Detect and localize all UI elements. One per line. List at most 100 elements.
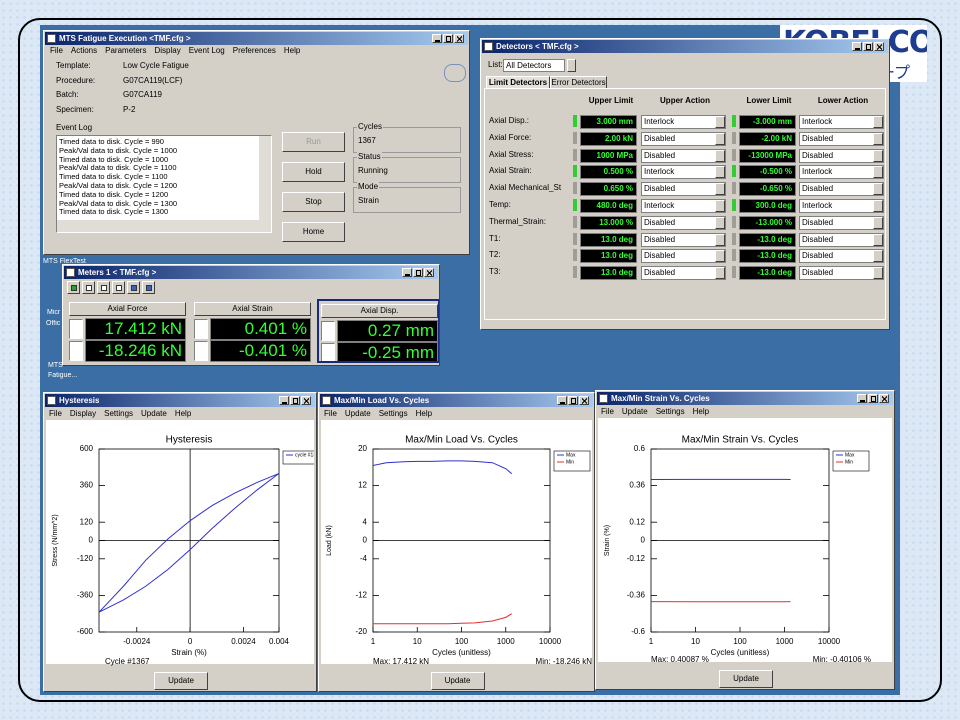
dropdown-arrow[interactable]: [715, 200, 725, 212]
menu-item[interactable]: Help: [283, 46, 301, 55]
action-dropdown[interactable]: Disabled: [799, 182, 884, 197]
dropdown-arrow[interactable]: [873, 132, 883, 145]
dropdown-arrow[interactable]: [715, 216, 725, 229]
dropdown-arrow[interactable]: [715, 183, 725, 196]
window-close-button[interactable]: [879, 394, 889, 403]
menu-item[interactable]: Help: [415, 409, 433, 418]
menu-item[interactable]: Settings: [104, 409, 134, 418]
window-min-button[interactable]: [852, 42, 862, 51]
toolbar-button[interactable]: [97, 281, 110, 294]
update-button[interactable]: Update: [154, 672, 208, 690]
menu-item[interactable]: Help: [692, 407, 710, 416]
window-close-button[interactable]: [301, 396, 311, 405]
x-tick-label: 0.004: [269, 637, 290, 646]
window-min-button[interactable]: [432, 34, 442, 43]
button[interactable]: Home: [282, 222, 345, 242]
dropdown-arrow[interactable]: [873, 183, 883, 196]
window-max-button[interactable]: [290, 396, 300, 405]
menu-item[interactable]: Actions: [70, 46, 98, 55]
window-min-button[interactable]: [557, 396, 567, 405]
window-close-button[interactable]: [874, 42, 884, 51]
window-max-button[interactable]: [443, 34, 453, 43]
action-dropdown[interactable]: Disabled: [641, 182, 726, 197]
window-min-button[interactable]: [857, 394, 867, 403]
menu-item[interactable]: Update: [141, 409, 167, 418]
toolbar-button[interactable]: [127, 281, 140, 294]
indicator: [573, 232, 577, 245]
action-dropdown[interactable]: Disabled: [799, 131, 884, 146]
dropdown-arrow[interactable]: [715, 267, 725, 280]
window-close-button[interactable]: [454, 34, 464, 43]
list-dropdown[interactable]: All Detectors: [503, 59, 565, 72]
action-dropdown[interactable]: Interlock: [641, 115, 726, 129]
action-dropdown[interactable]: Interlock: [799, 199, 884, 213]
update-button[interactable]: Update: [719, 670, 773, 688]
window-close-button[interactable]: [424, 268, 434, 277]
button[interactable]: Hold: [282, 162, 345, 182]
meter-header[interactable]: Axial Strain: [194, 302, 311, 316]
desktop-icon-label: Offic: [46, 320, 61, 327]
dropdown-arrow[interactable]: [873, 216, 883, 229]
toolbar-button[interactable]: [142, 281, 155, 294]
menu-item[interactable]: File: [324, 409, 337, 418]
window-max-button[interactable]: [413, 268, 423, 277]
dropdown-arrow[interactable]: [715, 116, 725, 128]
action-dropdown[interactable]: Disabled: [641, 215, 726, 230]
dropdown-arrow[interactable]: [873, 267, 883, 280]
dropdown-arrow[interactable]: [873, 233, 883, 246]
window-close-button[interactable]: [579, 396, 589, 405]
update-button[interactable]: Update: [430, 672, 485, 690]
toolbar-button[interactable]: [112, 281, 125, 294]
spin-button[interactable]: [567, 59, 576, 72]
menu-item[interactable]: Update: [344, 409, 371, 418]
action-dropdown[interactable]: Disabled: [799, 232, 884, 247]
menu-item[interactable]: File: [49, 409, 62, 418]
action-dropdown[interactable]: Interlock: [641, 165, 726, 180]
action-dropdown[interactable]: Disabled: [641, 232, 726, 247]
dropdown-arrow[interactable]: [873, 200, 883, 212]
action-dropdown[interactable]: Disabled: [799, 215, 884, 230]
toolbar-button[interactable]: [82, 281, 95, 294]
meter-header[interactable]: Axial Force: [69, 302, 186, 316]
dropdown-arrow[interactable]: [873, 250, 883, 263]
toolbar-button[interactable]: [67, 281, 80, 294]
window-max-button[interactable]: [568, 396, 578, 405]
menu-item[interactable]: Display: [69, 409, 97, 418]
menu-item[interactable]: Parameters: [105, 46, 147, 55]
menu-item[interactable]: File: [601, 407, 614, 416]
window-min-button[interactable]: [402, 268, 412, 277]
dropdown-arrow[interactable]: [715, 250, 725, 263]
meter-header[interactable]: Axial Disp.: [321, 304, 438, 318]
menu-item[interactable]: File: [50, 46, 63, 55]
dropdown-arrow[interactable]: [715, 149, 725, 162]
dropdown-arrow[interactable]: [715, 132, 725, 145]
window-max-button[interactable]: [868, 394, 878, 403]
action-dropdown[interactable]: Interlock: [799, 115, 884, 129]
y-axis-label: Load (kN): [326, 525, 333, 556]
action-dropdown[interactable]: Disabled: [641, 249, 726, 264]
action-dropdown[interactable]: Disabled: [799, 249, 884, 264]
action-dropdown[interactable]: Disabled: [799, 148, 884, 163]
menu-item[interactable]: Settings: [655, 407, 685, 416]
dropdown-arrow[interactable]: [873, 149, 883, 162]
dropdown-arrow[interactable]: [715, 233, 725, 246]
action-dropdown[interactable]: Disabled: [641, 148, 726, 163]
menu-item[interactable]: Help: [174, 409, 192, 418]
action-dropdown[interactable]: Disabled: [641, 266, 726, 281]
action-dropdown[interactable]: Disabled: [799, 266, 884, 281]
menu-item[interactable]: Event Log: [188, 46, 225, 55]
menu-item[interactable]: Display: [154, 46, 181, 55]
dropdown-arrow[interactable]: [715, 166, 725, 179]
button[interactable]: Run: [282, 132, 345, 152]
action-dropdown[interactable]: Interlock: [641, 199, 726, 213]
dropdown-arrow[interactable]: [873, 116, 883, 128]
menu-item[interactable]: Update: [621, 407, 648, 416]
action-dropdown[interactable]: Interlock: [799, 165, 884, 180]
window-min-button[interactable]: [279, 396, 289, 405]
menu-item[interactable]: Settings: [378, 409, 408, 418]
window-max-button[interactable]: [863, 42, 873, 51]
button[interactable]: Stop: [282, 192, 345, 212]
action-dropdown[interactable]: Disabled: [641, 131, 726, 146]
dropdown-arrow[interactable]: [873, 166, 883, 179]
menu-item[interactable]: Preferences: [232, 46, 276, 55]
